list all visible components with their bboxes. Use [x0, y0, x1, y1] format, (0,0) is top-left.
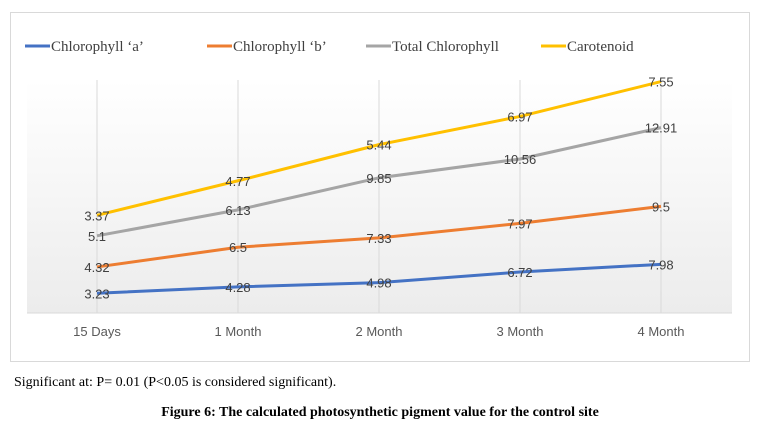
- legend-label: Chlorophyll ‘a’: [51, 39, 144, 55]
- data-label: 3.37: [84, 208, 109, 223]
- data-label: 7.55: [648, 75, 673, 90]
- data-label: 6.13: [225, 203, 250, 218]
- data-label: 6.5: [229, 240, 247, 255]
- data-label: 7.98: [648, 257, 673, 272]
- data-label: 10.56: [504, 152, 537, 167]
- x-tick-label: 2 Month: [356, 324, 403, 339]
- x-tick-label: 15 Days: [73, 324, 121, 339]
- data-label: 4.98: [366, 276, 391, 291]
- x-tick-label: 3 Month: [497, 324, 544, 339]
- series-line: [96, 126, 662, 238]
- stacked-line-chart: 3.23 4.28 4.98 6.72 7.98 4.32 6.5 7.33 7.97 9.5 5.…: [25, 39, 732, 339]
- legend-label: Total Chlorophyll: [392, 39, 499, 55]
- series-line: [96, 80, 662, 217]
- data-label: 3.23: [84, 286, 109, 301]
- data-label: 5.1: [88, 229, 106, 244]
- data-label: 12.91: [645, 121, 678, 136]
- data-label: 6.97: [507, 109, 532, 124]
- data-label: 4.77: [225, 174, 250, 189]
- data-label: 4.32: [84, 260, 109, 275]
- series-line: [96, 204, 662, 269]
- data-label: 5.44: [366, 138, 391, 153]
- data-label: 7.33: [366, 231, 391, 246]
- data-label: 4.28: [225, 280, 250, 295]
- chart-frame: [10, 12, 750, 362]
- data-label: 6.72: [507, 265, 532, 280]
- legend-label: Carotenoid: [567, 39, 634, 55]
- significance-note: Significant at: P= 0.01 (P<0.05 is consi…: [14, 375, 337, 390]
- x-tick-label: 1 Month: [215, 324, 262, 339]
- legend-label: Chlorophyll ‘b’: [233, 39, 327, 55]
- data-label: 9.5: [652, 199, 670, 214]
- data-label: 7.97: [507, 216, 532, 231]
- series-line: [96, 262, 662, 295]
- figure-caption: Figure 6: The calculated photosynthetic …: [161, 405, 599, 420]
- x-tick-label: 4 Month: [638, 324, 685, 339]
- data-label: 9.85: [366, 171, 391, 186]
